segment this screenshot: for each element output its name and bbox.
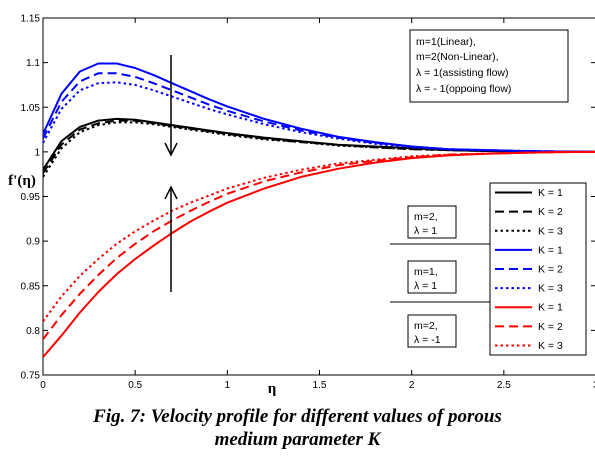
series-line [43, 121, 595, 178]
x-axis-label: η [268, 381, 277, 397]
series-line [43, 150, 595, 322]
y-tick-label: 1.05 [21, 103, 41, 114]
group-label-lambda: λ = 1 [414, 225, 437, 237]
arrow-down-icon [164, 55, 178, 157]
info-box: m=1(Linear), m=2(Non-Linear), λ = 1(assi… [409, 29, 569, 103]
group-labels: m=2, λ = 1 m=1, λ = 1 m=2, λ = -1 [390, 205, 490, 348]
legend-entries: K = 1 K = 2 K = 3 K = 1 K = 2 K = 3 K = 1 K = 2… [495, 187, 563, 352]
y-tick-label: 1.15 [21, 14, 41, 25]
info-line: λ = - 1(oppoing flow) [416, 83, 511, 95]
x-tick-label: 0 [40, 380, 46, 391]
legend-label: K = 3 [538, 225, 563, 237]
series-lines [43, 62, 595, 358]
series-line [43, 72, 595, 153]
info-line: λ = 1(assisting flow) [416, 67, 509, 79]
series-line [43, 81, 595, 153]
y-tick-label: 0.75 [21, 371, 41, 382]
legend-label: K = 1 [538, 244, 563, 256]
y-axis-label: f'(η) [8, 173, 36, 189]
y-tick-label: 0.9 [26, 237, 40, 248]
legend-label: K = 3 [538, 340, 563, 352]
group-label-lambda: λ = -1 [414, 334, 441, 346]
legend [489, 182, 587, 356]
legend-label: K = 2 [538, 264, 563, 276]
legend-label: K = 1 [538, 187, 563, 199]
arrow-up-icon [164, 185, 178, 292]
series-line [43, 150, 595, 340]
y-tick-label: 0.95 [21, 192, 41, 203]
figure-caption-line-2: medium parameter K [214, 429, 381, 450]
x-tick-label: 2.5 [497, 380, 511, 391]
legend-label: K = 1 [538, 302, 563, 314]
x-tick-label: 1 [225, 380, 231, 391]
x-tick-label: 0.5 [128, 380, 142, 391]
legend-label: K = 2 [538, 321, 563, 333]
x-tick-label: 2 [409, 380, 415, 391]
legend-label: K = 2 [538, 206, 563, 218]
y-tick-label: 0.85 [21, 281, 41, 292]
x-tick-label: 3 [593, 380, 595, 391]
group-label-m: m=2, [414, 211, 438, 223]
y-tick-label: 0.8 [26, 326, 40, 337]
x-tick-label: 1.5 [313, 380, 327, 391]
y-tick-label: 1 [34, 147, 40, 158]
group-label-m: m=1, [414, 266, 438, 278]
info-line: m=2(Non-Linear), [416, 51, 499, 63]
group-label-lambda: λ = 1 [414, 280, 437, 292]
chart: 0 0.5 1 1.5 2 2.5 3 0.75 0.8 0.85 0.9 0.95 1 1.05 1.1 1… [8, 14, 595, 397]
group-label-m: m=2, [414, 320, 438, 332]
info-line: m=1(Linear), [416, 36, 476, 48]
legend-label: K = 3 [538, 283, 563, 295]
figure-caption-line-1: Fig. 7: Velocity profile for different v… [93, 406, 502, 427]
axis-ticks: 0 0.5 1 1.5 2 2.5 3 0.75 0.8 0.85 0.9 0.95 1 1.05 1.1 1… [21, 14, 595, 391]
y-tick-label: 1.1 [26, 58, 40, 69]
